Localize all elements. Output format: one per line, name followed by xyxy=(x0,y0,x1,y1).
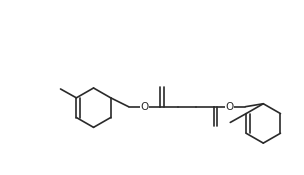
Text: O: O xyxy=(140,102,149,112)
Text: O: O xyxy=(226,102,234,112)
